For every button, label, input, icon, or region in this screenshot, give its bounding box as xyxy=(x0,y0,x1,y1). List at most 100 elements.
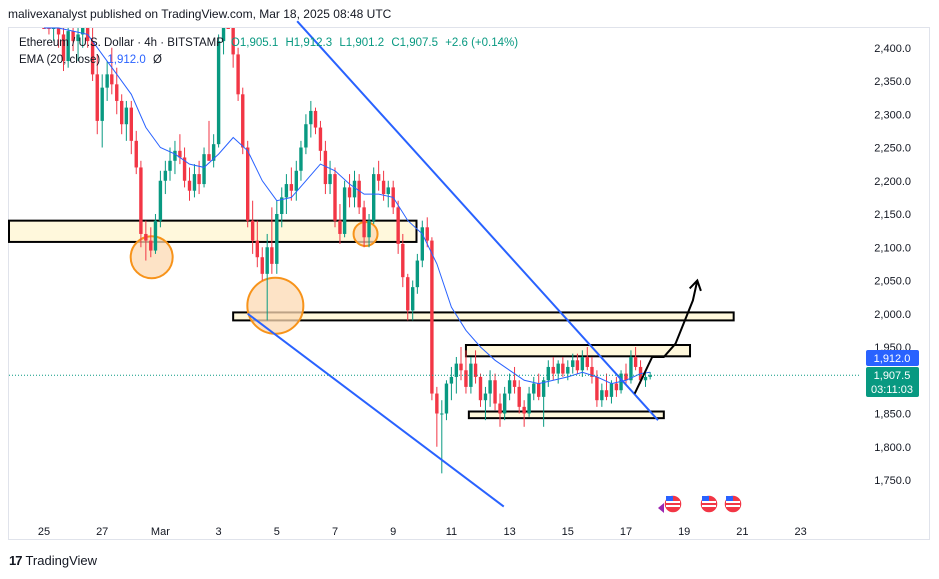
candle[interactable] xyxy=(100,74,104,148)
candle[interactable] xyxy=(211,134,216,168)
candle[interactable] xyxy=(425,217,429,248)
candle[interactable] xyxy=(260,247,264,281)
candle[interactable] xyxy=(173,140,177,175)
candle[interactable] xyxy=(648,372,652,380)
candle[interactable] xyxy=(270,207,274,274)
candle[interactable] xyxy=(396,200,400,254)
candle[interactable] xyxy=(444,380,449,421)
candle[interactable] xyxy=(221,28,226,55)
candle[interactable] xyxy=(299,140,303,181)
candle[interactable] xyxy=(304,114,308,155)
candle[interactable] xyxy=(115,67,119,115)
candle[interactable] xyxy=(280,187,284,228)
ema-line[interactable] xyxy=(44,27,651,385)
candle[interactable] xyxy=(469,356,473,394)
candle[interactable] xyxy=(226,28,230,29)
candle[interactable] xyxy=(265,233,269,321)
candle[interactable] xyxy=(401,233,405,288)
candle[interactable] xyxy=(585,347,589,371)
candle[interactable] xyxy=(47,28,51,35)
legend-ema-label[interactable]: EMA (20, close) xyxy=(19,54,101,66)
candle[interactable] xyxy=(449,366,454,401)
candle[interactable] xyxy=(537,373,541,401)
candle[interactable] xyxy=(90,28,95,81)
candle[interactable] xyxy=(386,180,390,208)
candle[interactable] xyxy=(134,130,138,175)
candle[interactable] xyxy=(459,347,463,381)
candle[interactable] xyxy=(309,100,313,138)
candle[interactable] xyxy=(236,47,240,101)
us-flag-event-icon[interactable] xyxy=(723,494,743,514)
candle[interactable] xyxy=(527,386,531,417)
candle[interactable] xyxy=(367,214,371,248)
us-flag-event-icon[interactable] xyxy=(663,494,683,514)
event-markers[interactable] xyxy=(658,494,743,514)
candle[interactable] xyxy=(313,107,318,135)
candle[interactable] xyxy=(430,237,434,401)
candle[interactable] xyxy=(600,383,604,407)
candle[interactable] xyxy=(187,167,192,201)
candle[interactable] xyxy=(410,280,415,321)
candle[interactable] xyxy=(95,54,99,135)
candle[interactable] xyxy=(473,350,478,384)
candle[interactable] xyxy=(119,94,124,135)
candle[interactable] xyxy=(149,227,153,258)
candle[interactable] xyxy=(105,61,109,101)
projection-path[interactable] xyxy=(633,280,699,395)
candle[interactable] xyxy=(517,380,521,414)
support-resistance-zone[interactable] xyxy=(8,219,418,243)
candle[interactable] xyxy=(357,174,361,214)
candle[interactable] xyxy=(71,28,75,52)
candle[interactable] xyxy=(255,220,260,268)
candle[interactable] xyxy=(498,393,502,427)
candle[interactable] xyxy=(609,380,614,404)
candle[interactable] xyxy=(124,100,129,141)
candle[interactable] xyxy=(216,34,221,148)
candle[interactable] xyxy=(575,353,580,374)
candle[interactable] xyxy=(275,200,279,274)
candle[interactable] xyxy=(284,174,289,214)
support-resistance-zone[interactable] xyxy=(232,311,735,322)
candle[interactable] xyxy=(604,373,609,401)
candle[interactable] xyxy=(478,373,483,407)
candle[interactable] xyxy=(483,386,488,421)
candle[interactable] xyxy=(507,373,512,401)
candle[interactable] xyxy=(61,28,66,72)
candle[interactable] xyxy=(66,28,70,68)
candle[interactable] xyxy=(435,386,439,447)
candle[interactable] xyxy=(158,170,163,228)
candle[interactable] xyxy=(144,220,148,261)
candle[interactable] xyxy=(595,370,599,407)
candle[interactable] xyxy=(532,376,536,401)
candle[interactable] xyxy=(347,174,352,208)
us-flag-event-icon[interactable] xyxy=(699,494,719,514)
candle[interactable] xyxy=(241,87,245,155)
candle[interactable] xyxy=(153,214,158,254)
candle[interactable] xyxy=(551,356,555,381)
candle[interactable] xyxy=(178,134,182,165)
candle[interactable] xyxy=(328,160,332,195)
candle[interactable] xyxy=(561,356,565,377)
candle[interactable] xyxy=(546,360,551,387)
candle[interactable] xyxy=(76,28,80,62)
highlight-circle[interactable] xyxy=(246,276,305,335)
candle[interactable] xyxy=(590,356,594,384)
candle[interactable] xyxy=(541,376,546,427)
candle[interactable] xyxy=(182,147,187,188)
candle[interactable] xyxy=(633,347,638,371)
candle[interactable] xyxy=(333,167,337,228)
candle[interactable] xyxy=(362,200,366,248)
candle[interactable] xyxy=(168,147,172,181)
candle[interactable] xyxy=(381,170,386,201)
candle[interactable] xyxy=(139,160,143,248)
candle[interactable] xyxy=(376,160,381,191)
candle[interactable] xyxy=(192,164,197,198)
candle[interactable] xyxy=(294,160,298,201)
candle[interactable] xyxy=(464,350,468,394)
candle[interactable] xyxy=(522,400,526,427)
event-cluster-icon[interactable] xyxy=(658,503,664,513)
candle[interactable] xyxy=(488,370,492,407)
candle[interactable] xyxy=(406,273,410,321)
channel-trendline[interactable] xyxy=(296,20,659,421)
